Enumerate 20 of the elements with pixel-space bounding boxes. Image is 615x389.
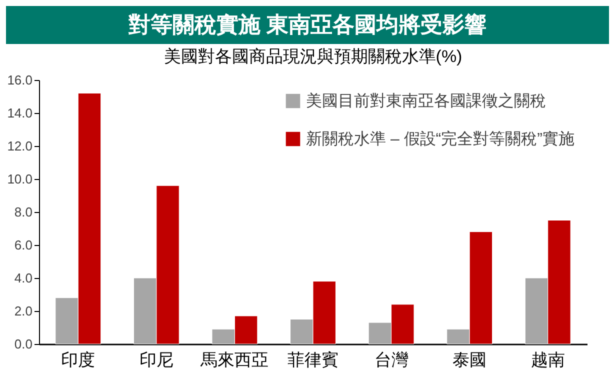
y-tick-label: 0.0 (14, 336, 32, 352)
x-tick-label: 越南 (530, 350, 565, 370)
y-tick-label: 2.0 (14, 304, 32, 318)
y-tick-label: 14.0 (7, 106, 32, 120)
x-tick-label: 印尼 (139, 350, 174, 370)
legend-label: 新關稅水準 – 假設“完全對等關稅”實施 (306, 130, 574, 148)
chart-subtitle: 美國對各國商品現況與預期關稅水準(%) (164, 47, 462, 66)
y-tick-label: 6.0 (14, 238, 32, 252)
x-tick-label: 馬來西亞 (200, 350, 269, 370)
y-tick-label: 12.0 (7, 138, 32, 154)
y-tick-label: 4.0 (14, 270, 32, 286)
legend-label: 美國目前對東南亞各國課徵之關稅 (306, 92, 546, 110)
y-tick-label: 8.0 (14, 204, 32, 220)
y-tick-label: 10.0 (7, 172, 32, 186)
x-tick-label: 泰國 (452, 350, 487, 370)
y-tick-label: 16.0 (7, 72, 32, 88)
x-tick-label: 台灣 (374, 350, 408, 370)
x-tick-label: 印度 (61, 350, 96, 370)
x-tick-label: 菲律賓 (288, 350, 338, 370)
chart-title: 對等關稅實施 東南亞各國均將受影響 (6, 6, 609, 44)
